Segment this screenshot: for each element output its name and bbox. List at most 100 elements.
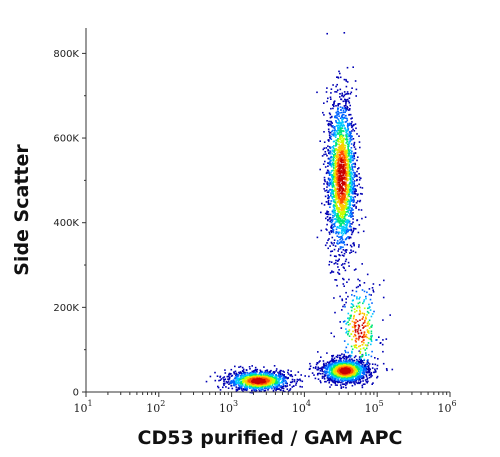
event-dot — [349, 155, 351, 157]
event-dot — [327, 123, 330, 125]
event-dot — [330, 123, 332, 126]
event-dot — [379, 342, 382, 344]
event-dot — [341, 211, 344, 213]
event-dot — [331, 178, 334, 180]
event-dot — [354, 325, 357, 327]
event-dot — [268, 381, 271, 383]
event-dot — [328, 377, 330, 380]
event-dot — [351, 126, 353, 129]
event-dot — [351, 338, 353, 341]
event-dot — [353, 382, 355, 384]
event-dot — [349, 168, 351, 171]
event-dot — [347, 207, 350, 209]
event-dot — [378, 336, 380, 338]
event-dot — [342, 209, 344, 211]
event-dot — [268, 385, 271, 387]
event-dot — [349, 158, 352, 160]
event-dot — [348, 160, 350, 163]
event-dot — [364, 344, 367, 346]
event-dot — [361, 377, 363, 380]
event-dot — [345, 355, 347, 358]
event-dot — [335, 121, 338, 123]
y-tick-label: 200K — [53, 303, 79, 314]
event-dot — [353, 227, 356, 230]
event-dot — [354, 327, 356, 329]
event-dot — [343, 144, 346, 147]
event-dot — [330, 250, 332, 253]
event-dot — [347, 154, 350, 156]
event-dot — [359, 186, 362, 189]
event-dot — [236, 377, 238, 380]
event-dot — [236, 375, 239, 377]
event-dot — [332, 104, 335, 106]
event-dot — [335, 139, 337, 142]
event-dot — [333, 194, 335, 197]
event-dot — [359, 306, 361, 309]
event-dot — [362, 375, 365, 378]
event-dot — [340, 264, 343, 266]
event-dot — [346, 377, 348, 379]
event-dot — [324, 166, 327, 168]
event-dot — [259, 369, 262, 372]
event-dot — [327, 165, 329, 167]
event-dot — [333, 133, 335, 136]
event-dot — [339, 93, 341, 95]
event-dot — [344, 100, 346, 102]
event-dot — [359, 352, 361, 354]
event-dot — [289, 389, 291, 391]
event-dot — [336, 235, 339, 237]
event-dot — [332, 367, 334, 370]
event-dot — [348, 150, 350, 153]
event-dot — [337, 181, 340, 184]
y-tick-label: 600K — [53, 134, 79, 145]
event-dot — [329, 182, 332, 184]
event-dot — [353, 166, 355, 168]
event-dot — [345, 164, 348, 167]
event-dot — [233, 383, 235, 385]
event-dot — [275, 368, 278, 370]
event-dot — [324, 244, 327, 247]
event-dot — [352, 376, 354, 379]
event-dot — [358, 135, 360, 137]
event-dot — [330, 202, 332, 205]
event-dot — [319, 373, 322, 375]
event-dot — [368, 371, 371, 374]
event-dot — [335, 148, 338, 150]
event-dot — [331, 224, 333, 226]
event-dot — [350, 187, 352, 189]
event-dot — [367, 359, 369, 361]
event-dot — [337, 271, 339, 274]
event-dot — [337, 250, 339, 252]
event-dot — [351, 289, 354, 292]
event-dot — [343, 147, 346, 150]
event-dot — [225, 386, 227, 388]
event-dot — [343, 107, 346, 110]
event-dot — [361, 324, 364, 326]
event-dot — [337, 157, 339, 160]
event-dot — [341, 130, 344, 132]
event-dot — [363, 321, 366, 324]
event-dot — [328, 163, 331, 166]
event-dot — [341, 180, 343, 182]
event-dot — [355, 205, 357, 208]
event-dot — [333, 242, 335, 244]
event-dot — [329, 146, 332, 149]
event-dot — [331, 210, 334, 212]
event-dot — [347, 361, 349, 364]
event-dot — [316, 373, 319, 376]
event-dot — [259, 373, 262, 376]
event-dot — [358, 279, 361, 282]
event-dot — [329, 217, 332, 219]
event-dot — [341, 216, 343, 218]
event-dot — [369, 368, 371, 371]
event-dot — [367, 307, 369, 310]
event-dot — [363, 358, 366, 361]
event-dot — [336, 210, 339, 212]
event-dot — [348, 278, 350, 281]
event-dot — [345, 351, 347, 354]
event-dot — [329, 131, 332, 134]
event-dot — [344, 111, 346, 113]
event-dot — [346, 107, 349, 109]
event-dot — [279, 375, 281, 377]
event-dot — [336, 176, 338, 178]
